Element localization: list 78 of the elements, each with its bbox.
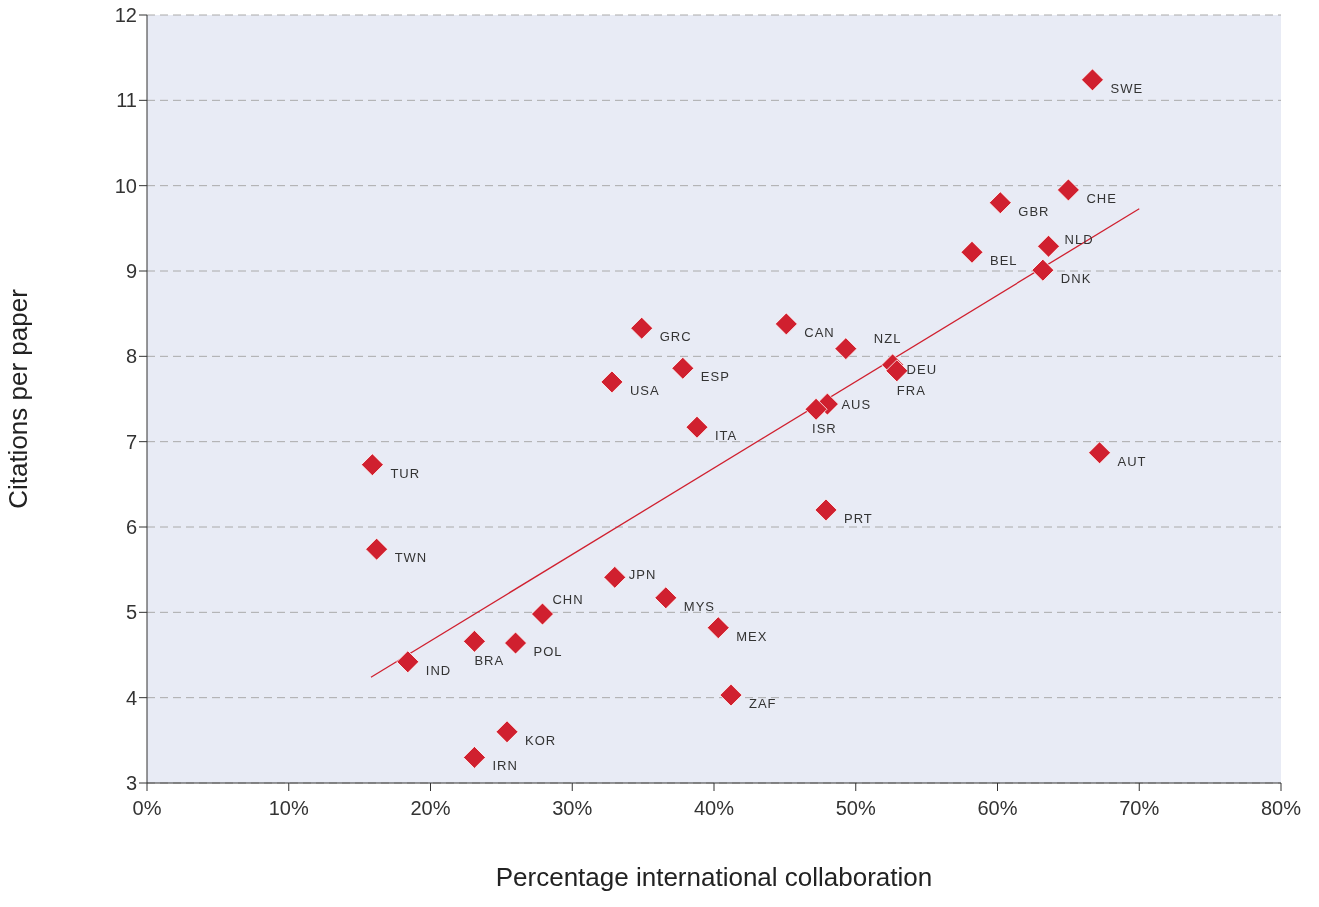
point xyxy=(885,359,909,383)
annotation: GRC xyxy=(659,329,692,345)
point xyxy=(1037,234,1060,258)
y-tick-label: 11 xyxy=(116,89,137,112)
x-axis-title: Percentage international collaboration xyxy=(495,862,933,892)
y-tick-label: 5 xyxy=(125,601,137,624)
annotation: ITA xyxy=(714,428,738,444)
point xyxy=(600,370,624,394)
x-tick-label: 80% xyxy=(1260,797,1302,820)
point xyxy=(365,537,389,561)
annotation: CHN xyxy=(552,592,584,608)
x-tick-label: 30% xyxy=(552,797,593,820)
point xyxy=(396,650,420,674)
annotation: BRA xyxy=(474,653,505,669)
annotation: GBR xyxy=(1018,203,1050,219)
point xyxy=(463,746,486,769)
x-tick-label: 50% xyxy=(835,797,876,820)
point xyxy=(671,356,695,380)
point xyxy=(814,498,838,522)
annotation: POL xyxy=(533,644,563,660)
annotation: AUS xyxy=(841,397,872,413)
annotation: CHE xyxy=(1086,190,1117,206)
annotation: DEU xyxy=(906,361,938,377)
annotation: DNK xyxy=(1060,271,1092,287)
point xyxy=(834,337,858,361)
annotation: PRT xyxy=(843,510,873,526)
annotation: ESP xyxy=(700,369,730,385)
y-tick-label: 6 xyxy=(125,516,137,539)
point xyxy=(603,565,627,589)
point xyxy=(706,616,730,640)
x-tick-label: 0% xyxy=(132,797,162,820)
annotation: ISR xyxy=(812,421,837,437)
point xyxy=(463,629,486,653)
annotation: BEL xyxy=(989,253,1018,269)
annotation: IND xyxy=(425,662,452,678)
y-tick-label: 9 xyxy=(125,260,137,283)
annotation: AUT xyxy=(1117,453,1147,469)
x-tick-label: 40% xyxy=(693,797,735,820)
annotation: FRA xyxy=(896,382,926,398)
y-tick-label: 7 xyxy=(125,430,137,453)
point xyxy=(988,191,1012,215)
annotation: SWE xyxy=(1110,80,1144,96)
y-tick-label: 10 xyxy=(114,174,137,197)
annotation: CAN xyxy=(804,324,835,340)
point xyxy=(360,453,384,477)
point xyxy=(1056,178,1080,202)
x-tick-label: 70% xyxy=(1119,797,1160,820)
y-tick-label: 12 xyxy=(114,4,137,27)
point xyxy=(1081,68,1104,92)
point xyxy=(654,586,678,610)
point xyxy=(1088,441,1111,465)
point xyxy=(630,316,654,340)
x-tick-label: 20% xyxy=(410,797,451,820)
x-tick-label: 10% xyxy=(268,797,309,820)
point xyxy=(804,397,828,421)
point xyxy=(531,602,554,626)
annotation: USA xyxy=(629,382,660,398)
point xyxy=(960,240,984,264)
annotation: MEX xyxy=(736,628,768,644)
point xyxy=(774,312,798,336)
point xyxy=(685,415,709,439)
point xyxy=(719,683,743,707)
annotation: JPN xyxy=(628,567,657,583)
annotation: MYS xyxy=(683,598,715,614)
point xyxy=(1031,258,1055,282)
point xyxy=(495,720,519,744)
annotation: ZAF xyxy=(749,696,777,712)
x-tick-label: 60% xyxy=(977,797,1018,820)
annotation: TUR xyxy=(390,465,421,481)
annotation: KOR xyxy=(525,732,557,748)
point xyxy=(504,631,527,655)
annotation: IRN xyxy=(492,758,518,774)
annotation: TWN xyxy=(394,550,428,566)
y-axis-title: Citations per paper xyxy=(3,288,34,509)
y-tick-label: 8 xyxy=(125,345,137,368)
annotation: NZL xyxy=(873,330,902,346)
y-tick-label: 4 xyxy=(125,686,137,709)
y-tick-label: 3 xyxy=(125,772,137,795)
